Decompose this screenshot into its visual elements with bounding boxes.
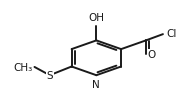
Text: S: S	[46, 71, 53, 81]
Text: O: O	[147, 50, 156, 60]
Text: N: N	[92, 79, 100, 89]
Text: Cl: Cl	[166, 29, 177, 39]
Text: CH₃: CH₃	[13, 62, 32, 72]
Text: OH: OH	[88, 13, 104, 23]
